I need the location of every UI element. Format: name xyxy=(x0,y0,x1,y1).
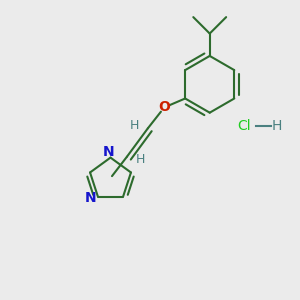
Text: N: N xyxy=(85,191,96,205)
Text: H: H xyxy=(272,119,282,133)
Text: H: H xyxy=(136,153,145,166)
Text: H: H xyxy=(130,119,139,132)
Text: N: N xyxy=(103,145,115,159)
Text: O: O xyxy=(158,100,170,114)
Text: Cl: Cl xyxy=(237,119,251,133)
